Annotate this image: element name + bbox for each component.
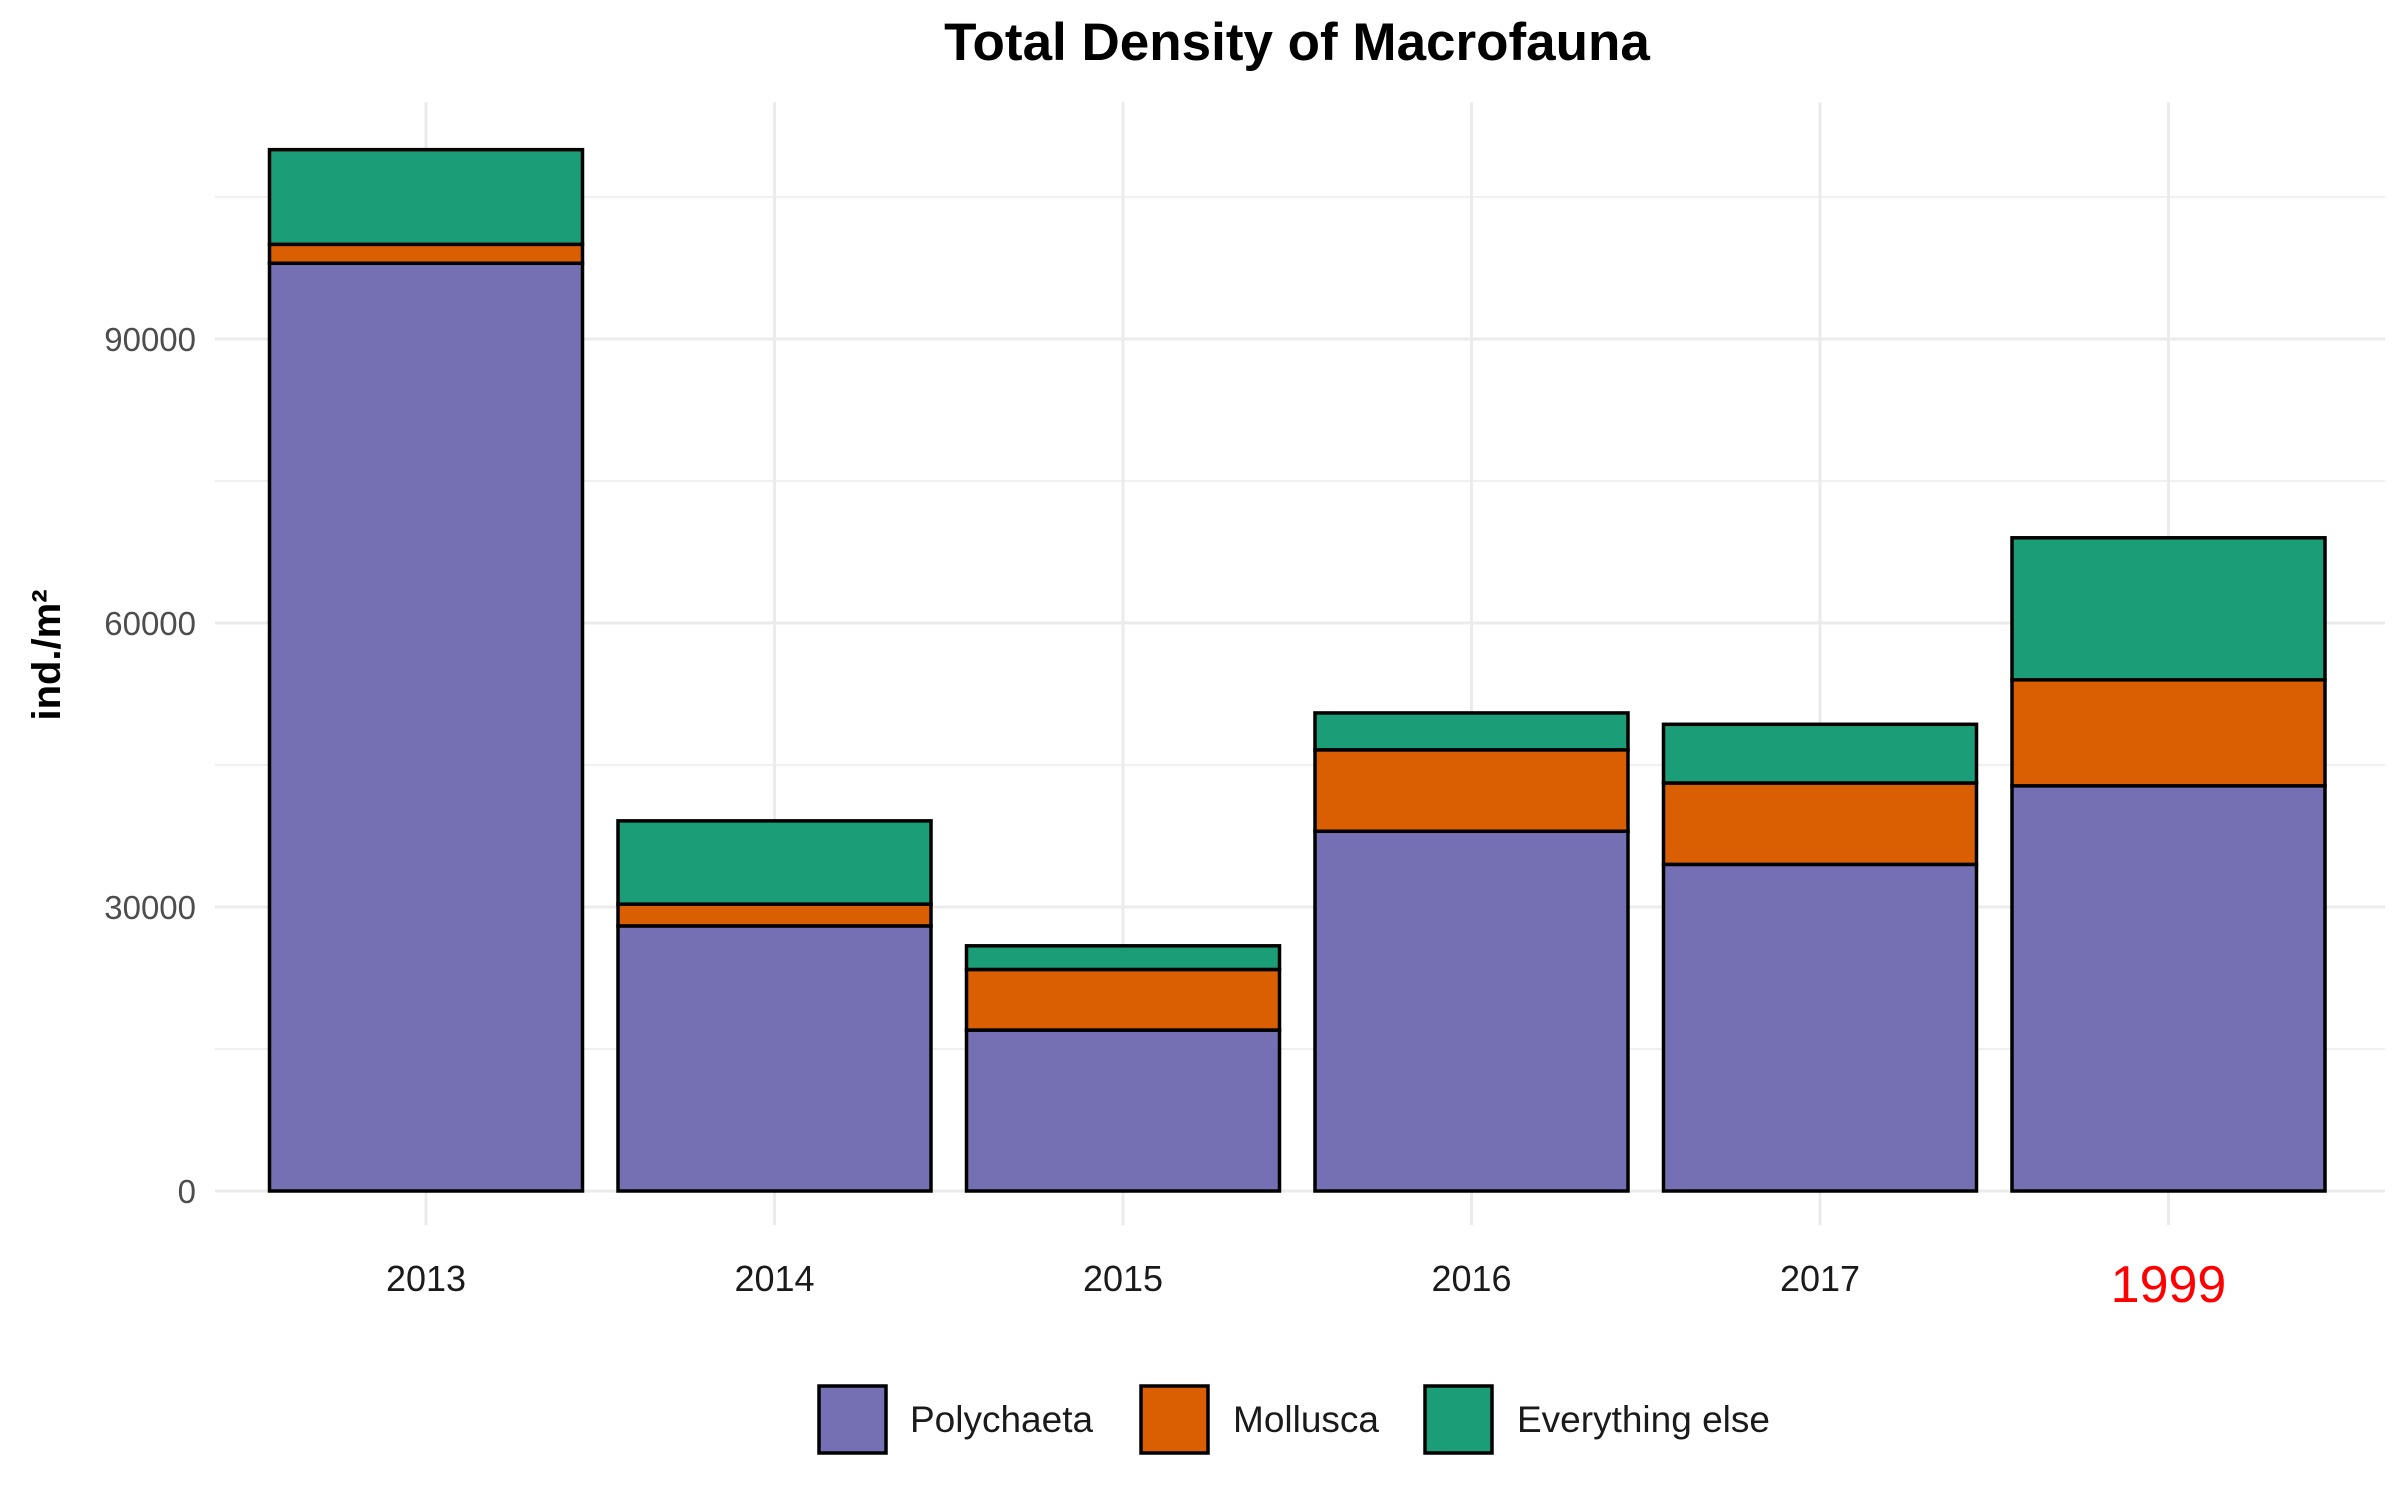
x-tick-label: 2016 xyxy=(1431,1258,1511,1299)
chart-title: Total Density of Macrofauna xyxy=(944,13,1650,72)
bar-mollusca-2015 xyxy=(964,967,1282,1032)
x-tick-label: 2014 xyxy=(734,1258,814,1299)
y-axis-label: ind./m² xyxy=(25,589,69,720)
legend-swatch-polychaeta xyxy=(817,1384,888,1455)
bar-everything-else-1999 xyxy=(2010,536,2327,682)
bar-polychaeta-1999 xyxy=(2010,784,2327,1193)
legend: Polychaeta Mollusca Everything else xyxy=(817,1384,1770,1455)
y-tick-label: 90000 xyxy=(104,321,196,358)
legend-swatch-everything-else xyxy=(1423,1384,1494,1455)
legend-label-mollusca: Mollusca xyxy=(1233,1399,1379,1440)
x-tick-label: 1999 xyxy=(2111,1256,2227,1314)
bar-mollusca-1999 xyxy=(2010,678,2327,788)
y-tick-label: 30000 xyxy=(104,889,196,926)
bar-polychaeta-2013 xyxy=(267,261,585,1193)
legend-swatch-mollusca xyxy=(1139,1384,1210,1455)
bar-polychaeta-2014 xyxy=(616,924,933,1193)
y-tick-label: 60000 xyxy=(104,605,196,642)
bar-mollusca-2016 xyxy=(1313,748,1630,834)
legend-label-polychaeta: Polychaeta xyxy=(910,1399,1093,1440)
bars xyxy=(267,147,2327,1193)
x-axis-ticks: 2013 2014 2015 2016 2017 1999 xyxy=(386,1256,2226,1314)
bar-everything-else-2015 xyxy=(964,944,1282,972)
bar-everything-else-2014 xyxy=(616,819,933,906)
bar-mollusca-2013 xyxy=(267,242,585,266)
x-tick-label: 2015 xyxy=(1083,1258,1163,1299)
y-axis-ticks: 0 30000 60000 90000 xyxy=(104,321,196,1210)
bar-polychaeta-2016 xyxy=(1313,829,1630,1193)
x-tick-label: 2017 xyxy=(1780,1258,1860,1299)
bar-mollusca-2014 xyxy=(616,902,933,928)
legend-label-everything-else: Everything else xyxy=(1517,1399,1770,1440)
bar-everything-else-2016 xyxy=(1313,711,1630,752)
bar-mollusca-2017 xyxy=(1661,781,1979,867)
bar-everything-else-2017 xyxy=(1661,722,1979,785)
y-tick-label: 0 xyxy=(178,1173,196,1210)
bar-polychaeta-2017 xyxy=(1661,862,1979,1193)
bar-polychaeta-2015 xyxy=(964,1028,1282,1193)
bar-everything-else-2013 xyxy=(267,147,585,247)
x-tick-label: 2013 xyxy=(386,1258,466,1299)
